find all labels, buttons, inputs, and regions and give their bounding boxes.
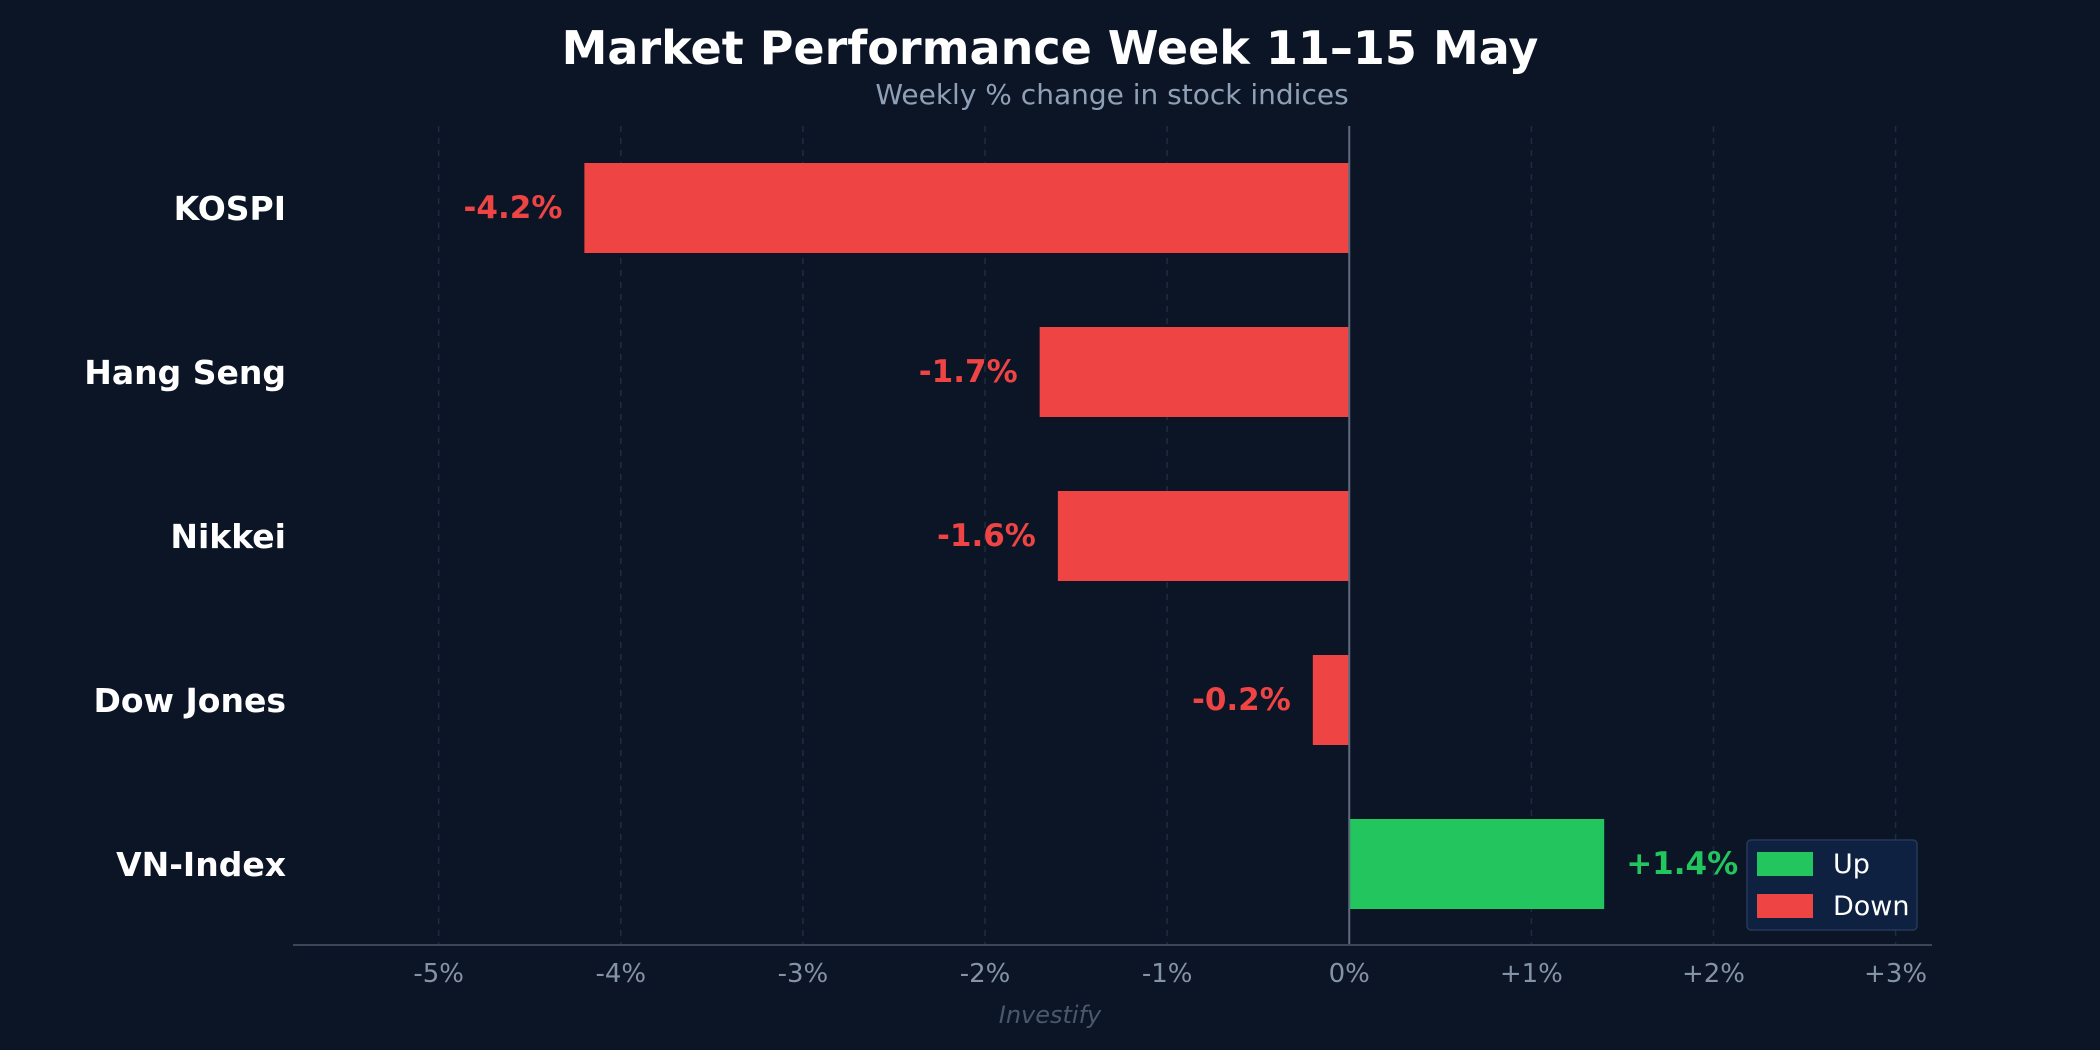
- source-note: Investify: [999, 1001, 1102, 1029]
- category-label: KOSPI: [174, 189, 286, 228]
- legend: Up Down: [1746, 839, 1918, 931]
- bar: [584, 163, 1350, 253]
- category-label: Dow Jones: [93, 681, 286, 720]
- data-label: -0.2%: [1192, 682, 1291, 718]
- bars: [584, 163, 1605, 909]
- x-tick-label: -1%: [1142, 959, 1193, 989]
- bar: [1039, 327, 1350, 417]
- category-label: Hang Seng: [84, 353, 286, 392]
- x-tick-label: +3%: [1864, 959, 1927, 989]
- data-label: -4.2%: [464, 190, 563, 226]
- x-tick-label: +1%: [1500, 959, 1563, 989]
- chart-subtitle: Weekly % change in stock indices: [875, 78, 1348, 111]
- chart-title: Market Performance Week 11–15 May: [562, 21, 1539, 75]
- x-tick-label: -4%: [595, 959, 646, 989]
- x-tick-label: -3%: [778, 959, 829, 989]
- x-tick-label: +2%: [1682, 959, 1745, 989]
- x-tick-label: -5%: [413, 959, 464, 989]
- bar: [1349, 819, 1605, 909]
- data-label: -1.6%: [937, 518, 1036, 554]
- data-label: +1.4%: [1626, 846, 1738, 882]
- bar: [1312, 655, 1350, 745]
- legend-label: Down: [1833, 891, 1910, 922]
- x-tick-label: -2%: [960, 959, 1011, 989]
- legend-swatch: [1757, 894, 1813, 918]
- labels: KOSPI -4.2% Hang Seng -1.7% Nikkei -1.6% Dow J…: [84, 189, 1738, 884]
- data-label: -1.7%: [919, 354, 1018, 390]
- legend-label: Up: [1833, 849, 1870, 880]
- x-tick-label: 0%: [1329, 959, 1370, 989]
- bar: [1057, 491, 1350, 581]
- category-label: Nikkei: [170, 517, 286, 556]
- category-label: VN-Index: [116, 845, 286, 884]
- x-axis: -5% -4% -3% -2% -1% 0% +1% +2% +3%: [293, 126, 1932, 989]
- legend-swatch: [1757, 852, 1813, 876]
